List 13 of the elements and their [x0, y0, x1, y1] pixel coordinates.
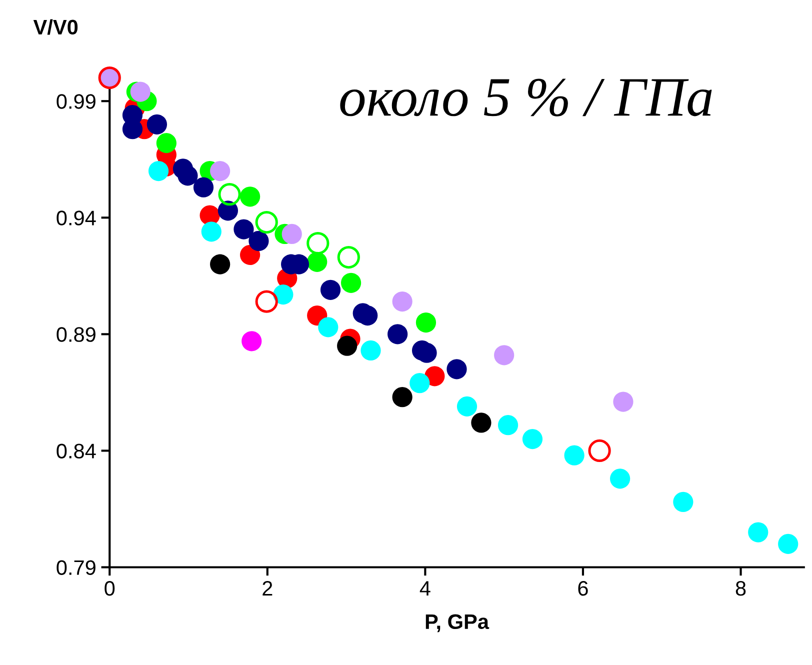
x-tick-label: 0: [104, 580, 115, 596]
y-axis-title: V/V0: [33, 19, 78, 35]
annotation: около 5 % / ГПа: [340, 78, 712, 116]
y-tick-label: 0.99: [56, 94, 96, 109]
y-tick-label: 0.79: [56, 560, 96, 575]
x-tick-label: 2: [262, 580, 272, 596]
x-tick-label: 8: [736, 580, 746, 596]
x-tick-label: 4: [420, 581, 430, 596]
y-tick-label: 0.84: [56, 444, 96, 458]
x-tick-label: 6: [578, 580, 588, 596]
y-tick-label: 0.94: [56, 210, 96, 226]
x-axis-title: P, GPa: [426, 614, 490, 632]
y-tick-label: 0.89: [56, 327, 96, 342]
